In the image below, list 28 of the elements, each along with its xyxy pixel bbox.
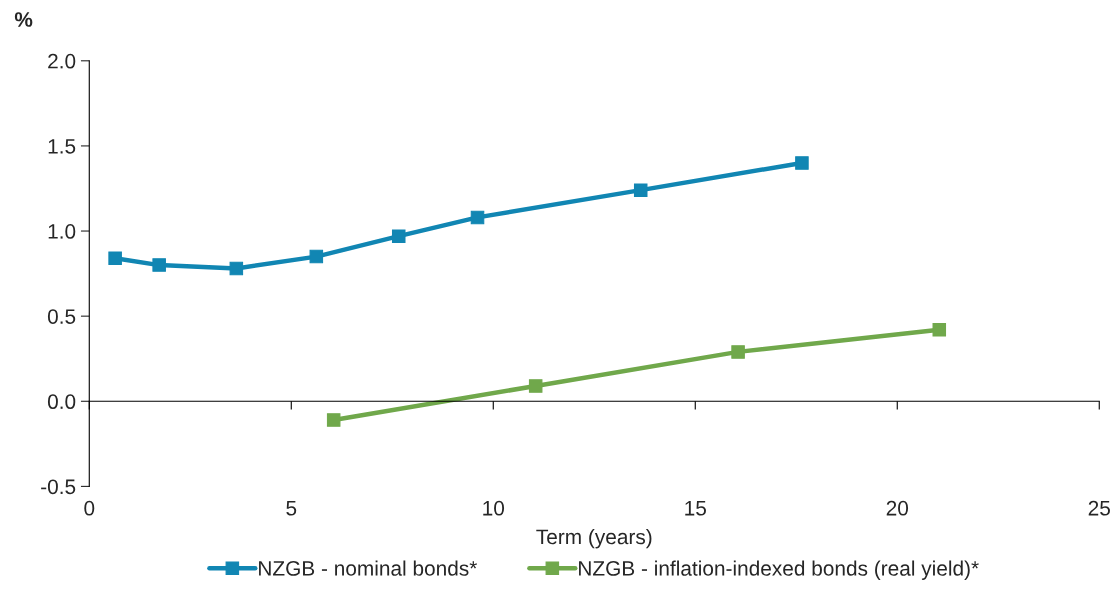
point	[633, 183, 648, 197]
y-tick-label: 1.0	[48, 224, 76, 239]
x-tick-label: 20	[886, 500, 909, 516]
point	[391, 229, 406, 243]
legend-label: NZGB - inflation-indexed bonds (real yield)*	[579, 560, 979, 580]
y-tick-label: 0.0	[47, 394, 76, 410]
point	[795, 156, 809, 170]
y-tick-label: 0.5	[47, 309, 76, 324]
point	[470, 210, 485, 225]
y-axis-title: %	[14, 12, 33, 27]
point	[309, 249, 324, 264]
legend-label: NZGB - nominal bonds*	[259, 560, 478, 576]
y-tick-label: -0.5	[41, 479, 76, 495]
point	[932, 323, 947, 337]
x-axis-title: Term (years)	[536, 528, 652, 549]
point	[229, 261, 244, 276]
point	[326, 413, 341, 427]
y-tick-label: 2.0	[48, 53, 76, 69]
y-tick-label: 1.5	[48, 139, 76, 154]
point	[152, 258, 166, 272]
x-tick-label: 25	[1088, 500, 1110, 516]
x-tick-label: 0	[84, 500, 95, 516]
x-tick-label: 15	[685, 501, 706, 516]
x-tick-label: 10	[483, 500, 505, 516]
x-tick-label: 5	[286, 501, 297, 516]
point	[108, 251, 122, 266]
point	[528, 379, 543, 393]
point	[731, 345, 745, 359]
